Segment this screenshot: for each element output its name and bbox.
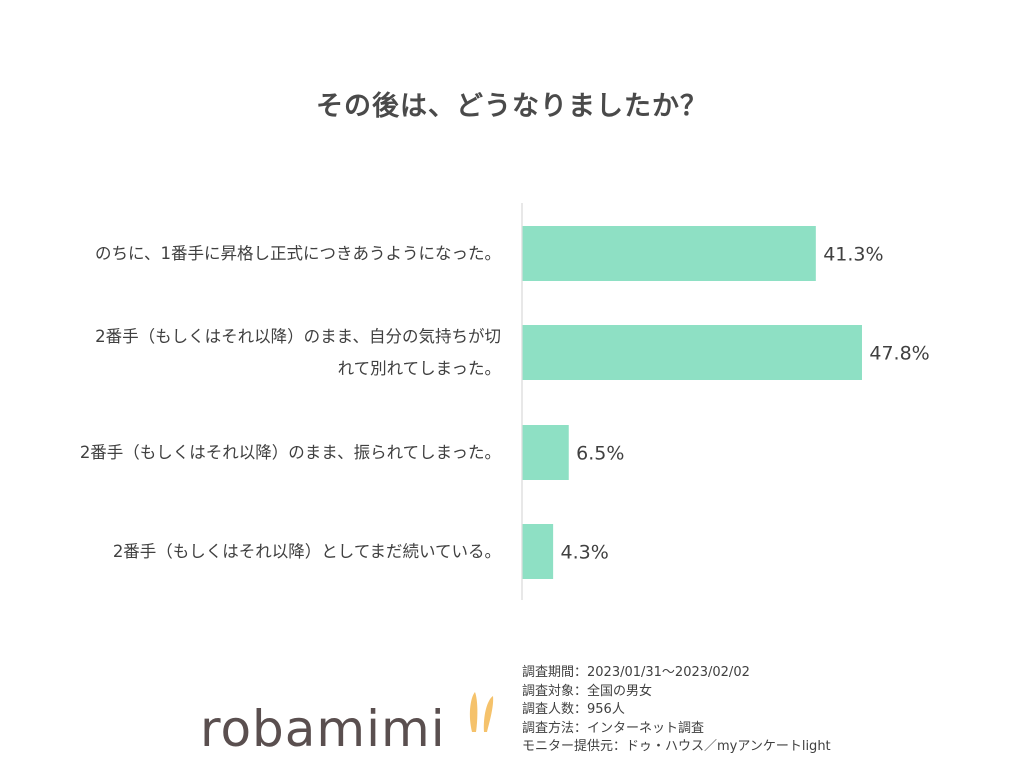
category-label-line: 2番手（もしくはそれ以降）のまま、自分の気持ちが切 <box>95 326 501 346</box>
bar-3 <box>522 425 569 480</box>
survey-period: 調査期間：2023/01/31～2023/02/02 <box>522 665 750 680</box>
category-label-line: 2番手（もしくはそれ以降）としてまだ続いている。 <box>112 541 501 561</box>
brand-logo: robamimi <box>200 700 446 758</box>
bar-1 <box>522 226 816 281</box>
survey-provider: モニター提供元：ドゥ・ハウス／myアンケートlight <box>522 739 831 754</box>
survey-count: 調査人数：956人 <box>522 702 625 717</box>
bar-4 <box>522 524 554 579</box>
category-label-line: のちに、1番手に昇格し正式につきあうようになった。 <box>94 243 501 263</box>
bar-2 <box>522 325 862 380</box>
category-label-3: 2番手（もしくはそれ以降）のまま、振られてしまった。 <box>31 437 501 469</box>
survey-method: 調査方法：インターネット調査 <box>522 720 705 736</box>
survey-target: 調査対象：全国の男女 <box>522 683 653 699</box>
bar-value-label-3: 6.5% <box>576 443 624 465</box>
category-label-4: 2番手（もしくはそれ以降）としてまだ続いている。 <box>31 536 501 568</box>
bar-value-label-4: 4.3% <box>561 542 609 564</box>
category-label-1: のちに、1番手に昇格し正式につきあうようになった。 <box>31 238 501 270</box>
category-label-line: 2番手（もしくはそれ以降）のまま、振られてしまった。 <box>79 442 501 462</box>
bunny-ears-icon <box>469 692 494 732</box>
category-label-2: 2番手（もしくはそれ以降）のまま、自分の気持ちが切れて別れてしまった。 <box>31 321 501 385</box>
category-label-line: れて別れてしまった。 <box>337 358 501 378</box>
bar-value-label-1: 41.3% <box>823 244 883 266</box>
survey-info: 調査期間：2023/01/31～2023/02/02 調査対象：全国の男女 調査… <box>522 664 831 757</box>
chart-title: その後は、どうなりましたか？ <box>316 91 708 122</box>
bar-value-label-2: 47.8% <box>869 343 929 365</box>
